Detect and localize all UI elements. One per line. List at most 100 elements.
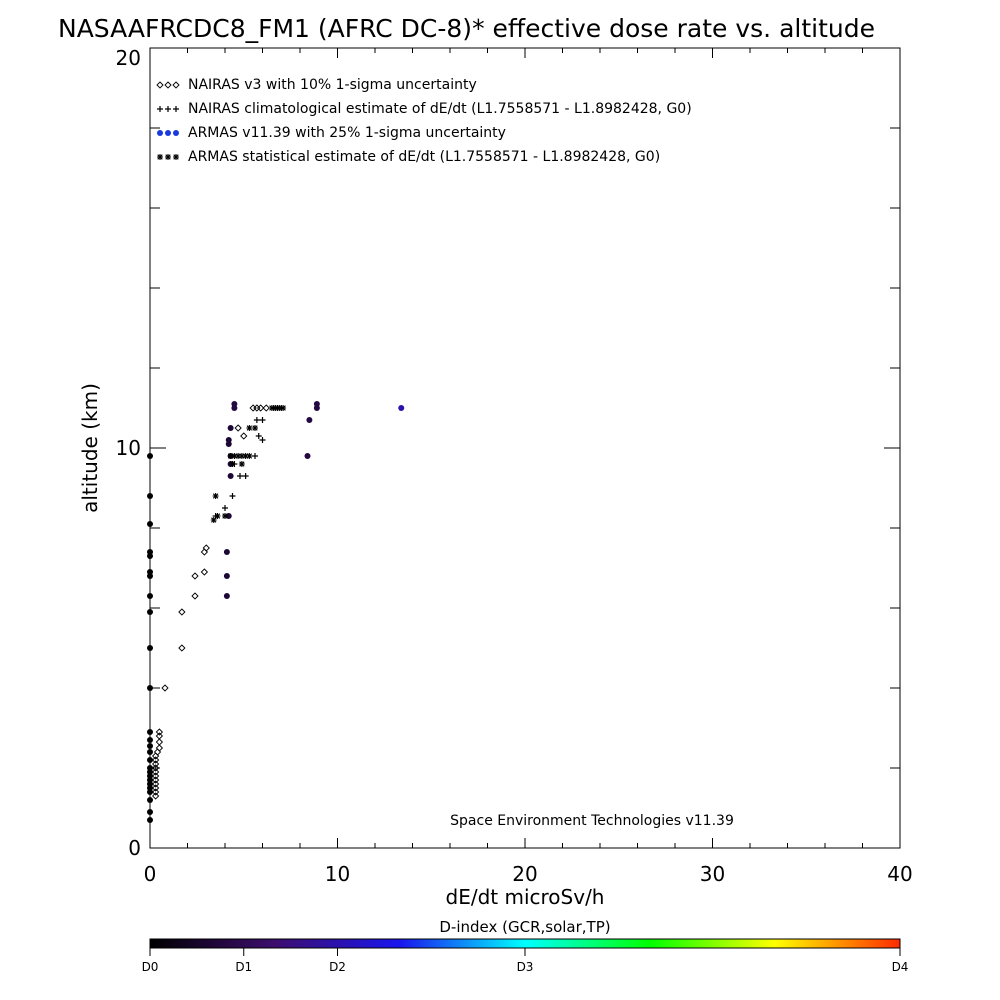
data-point-diamond (151, 784, 160, 792)
data-point-asterisk (242, 453, 249, 459)
colorbar-label-d2: D2 (329, 960, 346, 974)
data-point-asterisk (268, 405, 275, 411)
data-point-asterisk (246, 453, 253, 459)
colorbar-title: D-index (GCR,solar,TP) (439, 918, 610, 936)
data-point-diamond (262, 404, 270, 412)
colorbar-label-d4: D4 (892, 960, 909, 974)
legend-marker-glyph (164, 81, 172, 89)
data-point-dot (147, 685, 153, 691)
legend-marker-glyph (172, 81, 180, 89)
data-point-dot (398, 405, 405, 411)
data-point-dot (227, 473, 234, 479)
data-point-dot (227, 425, 234, 431)
data-point-diamond (200, 568, 209, 576)
y-tick-label-1: 10 (116, 436, 141, 460)
data-point-diamond (151, 752, 160, 760)
series-1 (212, 405, 285, 519)
data-point-dot (147, 645, 153, 651)
series-3 (210, 405, 287, 523)
data-point-plus (229, 493, 236, 499)
data-point-diamond (191, 592, 199, 600)
data-point-asterisk (222, 513, 228, 519)
colorbar (149, 938, 901, 949)
legend-label-armas-statistical: ARMAS statistical estimate of dE/dt (L1.… (188, 149, 660, 165)
colorbar-label-d3: D3 (517, 960, 534, 974)
data-point-plus (237, 473, 243, 479)
data-point-dot (304, 453, 311, 459)
legend-marker-glyph (173, 130, 179, 136)
data-point-plus (252, 453, 258, 459)
legend-marker-nairas-climatological (157, 106, 179, 112)
data-point-asterisk (229, 461, 236, 467)
data-point-asterisk (231, 453, 238, 459)
data-point-diamond (178, 608, 186, 616)
data-point-dot (147, 797, 153, 803)
x-tick-label-1: 10 (325, 862, 350, 886)
data-point-diamond (151, 792, 160, 800)
legend-marker-glyph (165, 154, 171, 160)
plot-frame (149, 47, 901, 849)
data-point-asterisk (227, 453, 234, 459)
data-point-dot (147, 789, 153, 795)
data-point-diamond (253, 404, 261, 412)
data-point-plus (222, 505, 228, 511)
data-point-dot (225, 437, 232, 443)
data-point-asterisk (272, 405, 279, 411)
data-point-asterisk (246, 425, 253, 431)
data-point-dot (147, 593, 153, 599)
data-point-diamond (151, 788, 160, 796)
data-point-diamond (151, 764, 160, 772)
data-point-dot (147, 493, 153, 499)
data-point-diamond (151, 772, 160, 780)
y-tick-label-2: 20 (116, 46, 141, 70)
data-point-diamond (202, 544, 210, 552)
data-point-dot (223, 549, 230, 555)
series-0 (151, 404, 270, 800)
data-point-plus (259, 437, 266, 443)
data-point-asterisk (210, 517, 217, 523)
data-point-asterisk (238, 453, 245, 459)
legend-marker-armas-statistical (157, 154, 179, 160)
data-point-diamond (151, 768, 160, 776)
x-tick-label-3: 30 (700, 862, 725, 886)
legend-marker-glyph (173, 154, 179, 160)
data-point-dot (223, 573, 230, 579)
data-point-diamond (151, 756, 160, 764)
data-point-dot (147, 809, 153, 815)
data-point-dot (147, 757, 153, 763)
legend-label-nairas-climatological: NAIRAS climatological estimate of dE/dt … (188, 101, 692, 117)
data-point-plus (255, 433, 262, 439)
data-point-diamond (151, 780, 160, 788)
legend-label-nairas-v3: NAIRAS v3 with 10% 1-sigma uncertainty (188, 77, 477, 93)
data-point-diamond (249, 404, 257, 412)
data-point-diamond (155, 744, 164, 752)
data-point-dot (147, 743, 153, 749)
data-point-diamond (161, 684, 169, 692)
data-point-diamond (151, 776, 160, 784)
data-point-dot (147, 573, 153, 579)
legend: NAIRAS v3 with 10% 1-sigma uncertainty N… (156, 77, 692, 165)
data-point-dot (147, 729, 153, 735)
legend-marker-glyph (156, 81, 164, 89)
data-points (147, 401, 405, 823)
x-axis-label: dE/dt microSv/h (446, 885, 605, 909)
credit-annotation: Space Environment Technologies v11.39 (450, 813, 734, 829)
colorbar-label-d0: D0 (142, 960, 159, 974)
data-point-asterisk (235, 453, 242, 459)
data-point-diamond (240, 432, 248, 440)
data-point-diamond (155, 728, 164, 736)
series-2 (147, 401, 405, 823)
data-point-dot (147, 749, 153, 755)
legend-label-armas-v11: ARMAS v11.39 with 25% 1-sigma uncertaint… (188, 125, 506, 141)
data-point-asterisk (280, 405, 287, 411)
data-point-dot (147, 817, 153, 823)
legend-marker-glyph (165, 130, 171, 136)
data-point-asterisk (276, 405, 283, 411)
data-point-diamond (200, 548, 209, 556)
legend-marker-glyph (165, 106, 171, 112)
data-point-diamond (178, 644, 186, 652)
y-axis-label: altitude (km) (78, 383, 102, 513)
legend-marker-armas-v11 (157, 130, 179, 136)
data-point-dot (306, 417, 313, 423)
